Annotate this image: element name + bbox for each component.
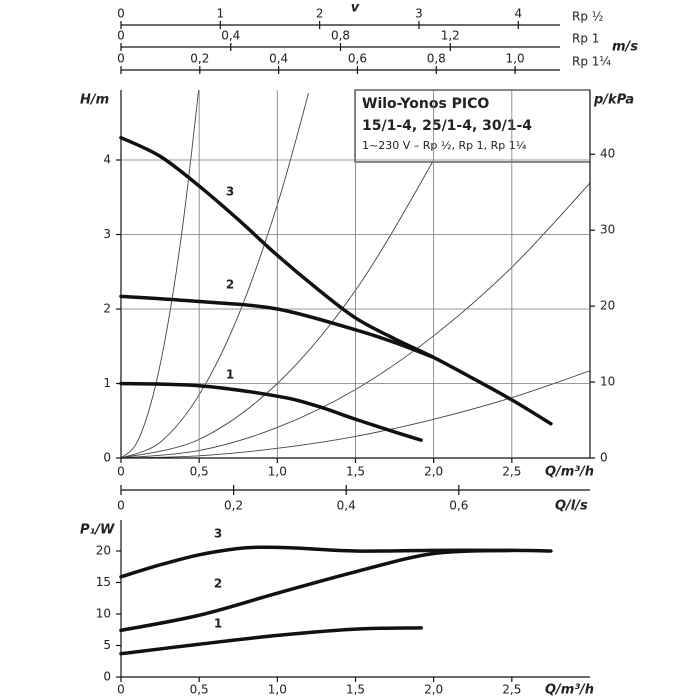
x-tick-label: 0,5 [190,683,209,697]
chart-note: 1~230 V – Rp ½, Rp 1, Rp 1¼ [362,139,527,152]
y-tick-label: 1 [103,376,111,390]
top-tick-label: 3 [415,7,423,21]
x-axis-label: Q/m³/h [545,465,594,480]
y-tick-label: 10 [96,607,111,621]
curve [119,548,514,633]
x-tick-label: 2,0 [424,683,443,697]
y-tick-label: 20 [96,544,111,558]
y-tick-label: 15 [96,575,111,589]
y2-tick-label: 20 [600,299,615,313]
top-axis-unit: m/s [612,40,638,55]
top-axis-label: Rp 1¼ [572,55,611,69]
x-tick-label: 1,0 [268,683,287,697]
y2-tick-label: 0 [600,451,608,465]
curve-label: 1 [214,617,222,631]
title-box [354,89,591,163]
lps-tick-label: 0,4 [337,499,356,513]
y-tick-label: 4 [103,153,111,167]
x-axis-label: Q/m³/h [545,683,594,698]
y2-tick-label: 10 [600,375,615,389]
y-tick-label: 2 [103,302,111,316]
chart-subtitle: 15/1-4, 25/1-4, 30/1-4 [362,118,532,134]
top-tick-label: 0 [117,52,125,66]
top-tick-label: 0 [117,29,125,43]
lps-axis-label: Q/l/s [555,499,588,514]
top-tick-label: 0,6 [348,52,367,66]
top-tick-label: 0,4 [269,52,288,66]
curve-label: 2 [226,278,234,292]
top-tick-label: 1,0 [506,52,525,66]
top-tick-label: 0,2 [190,52,209,66]
top-tick-label: 0,8 [331,29,350,43]
top-tick-label: 1 [217,7,225,21]
lps-tick-label: 0,6 [449,499,468,513]
y-axis-label: P₁/W [80,523,115,538]
x-tick-label: 0 [117,683,125,697]
y-tick-label: 0 [103,670,111,684]
x-tick-label: 2,5 [502,683,521,697]
y-tick-label: 5 [103,638,111,652]
top-tick-label: 0,8 [427,52,446,66]
x-tick-label: 2,5 [502,465,521,479]
top-tick-label: 0,4 [221,29,240,43]
curve [119,294,436,360]
top-axis-title: v [351,1,360,16]
reference-curve [121,90,200,458]
curve-label: 3 [214,527,222,541]
curve [119,545,553,579]
y-axis-label: H/m [80,93,109,108]
top-tick-label: 0 [117,7,125,21]
curve-label: 2 [214,577,222,591]
x-tick-label: 0 [117,465,125,479]
top-tick-label: 2 [316,7,324,21]
chart-title: Wilo-Yonos PICO [362,96,489,112]
top-tick-label: 4 [514,7,522,21]
top-axis-label: Rp 1 [572,32,599,46]
curve [119,381,423,442]
curve [119,626,423,656]
x-tick-label: 2,0 [424,465,443,479]
x-tick-label: 1,5 [346,683,365,697]
top-tick-label: 1,2 [441,29,460,43]
reference-curve [121,92,310,458]
y2-tick-label: 30 [600,223,615,237]
x-tick-label: 1,5 [346,465,365,479]
lps-tick-label: 0,2 [224,499,243,513]
curve [119,135,553,426]
top-axis-label: Rp ½ [572,10,603,24]
y-tick-label: 3 [103,227,111,241]
curve-label: 3 [226,185,234,199]
y2-axis-label: p/kPa [593,93,634,108]
lps-tick-label: 0 [117,499,125,513]
curve-label: 1 [226,368,234,382]
y-tick-label: 0 [103,451,111,465]
x-tick-label: 0,5 [190,465,209,479]
y2-tick-label: 40 [600,147,615,161]
x-tick-label: 1,0 [268,465,287,479]
